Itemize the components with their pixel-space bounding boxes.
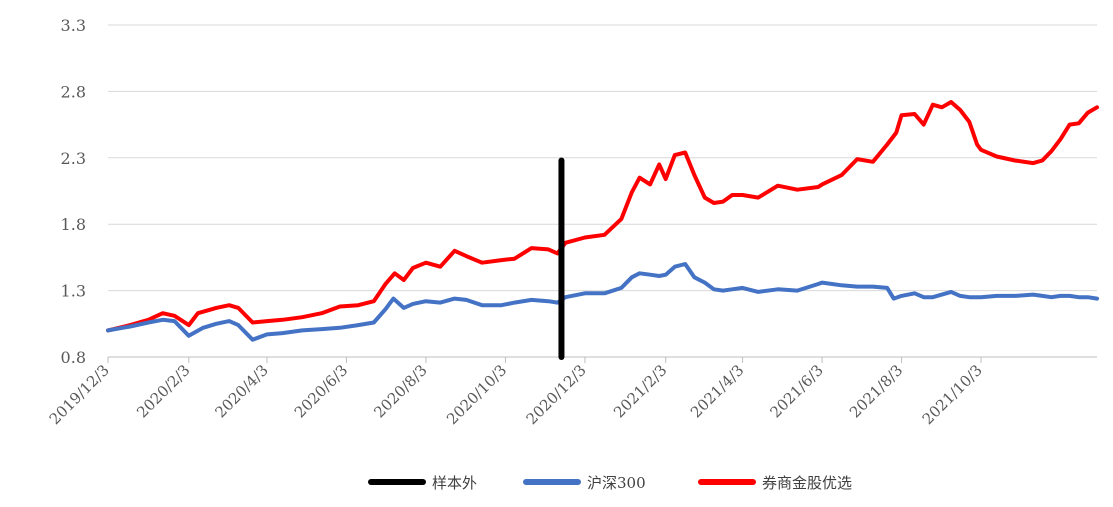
x-tick-label: 2020/12/3 xyxy=(523,361,590,428)
x-tick-label: 2020/4/3 xyxy=(211,361,271,421)
y-tick-label: 0.8 xyxy=(61,348,86,367)
x-tick-label: 2020/8/3 xyxy=(370,361,430,421)
x-tick-label: 2021/2/3 xyxy=(610,361,670,421)
x-tick-label: 2021/8/3 xyxy=(846,361,906,421)
series-line-1 xyxy=(106,262,1099,342)
gridlines xyxy=(108,24,1097,292)
y-tick-label: 3.3 xyxy=(61,16,86,35)
y-axis: 0.8 1.3 1.8 2.3 2.8 3.3 xyxy=(61,16,86,367)
legend-item-broker-stock-picks: 券商金股优选 xyxy=(698,468,852,496)
series-layer xyxy=(106,100,1099,342)
x-tick-label: 2020/2/3 xyxy=(133,361,193,421)
x-axis: 2019/12/3 2020/2/3 2020/4/3 2020/6/3 2020/8/… xyxy=(46,356,1097,428)
x-tick-label: 2021/4/3 xyxy=(687,361,747,421)
chart-svg: 0.8 1.3 1.8 2.3 2.8 3.3 2019/12/3 2020/2/3 2020… xyxy=(46,16,1099,428)
legend-swatch-csi300 xyxy=(523,479,581,485)
legend-label-out-of-sample: 样本外 xyxy=(432,473,478,492)
legend-label-csi300: 沪深300 xyxy=(587,473,646,492)
legend-item-out-of-sample: 样本外 xyxy=(368,468,477,496)
x-tick-label: 2021/6/3 xyxy=(767,361,827,421)
legend-label-broker-stock-picks: 券商金股优选 xyxy=(762,473,853,492)
x-tick-label: 2020/10/3 xyxy=(443,361,510,428)
legend-swatch-broker-stock-picks xyxy=(698,479,756,485)
legend-item-csi300: 沪深300 xyxy=(523,468,646,496)
legend: 样本外 沪深300 券商金股优选 xyxy=(0,468,1113,496)
y-tick-label: 1.3 xyxy=(61,282,86,301)
x-tick-label: 2019/12/3 xyxy=(46,361,113,428)
y-tick-label: 2.8 xyxy=(61,82,86,101)
y-tick-label: 2.3 xyxy=(61,149,86,168)
x-tick-label: 2021/10/3 xyxy=(919,361,986,428)
legend-swatch-out-of-sample xyxy=(368,479,426,485)
x-tick-label: 2020/6/3 xyxy=(291,361,351,421)
series-line-0 xyxy=(106,100,1099,333)
y-tick-label: 1.8 xyxy=(61,215,86,234)
